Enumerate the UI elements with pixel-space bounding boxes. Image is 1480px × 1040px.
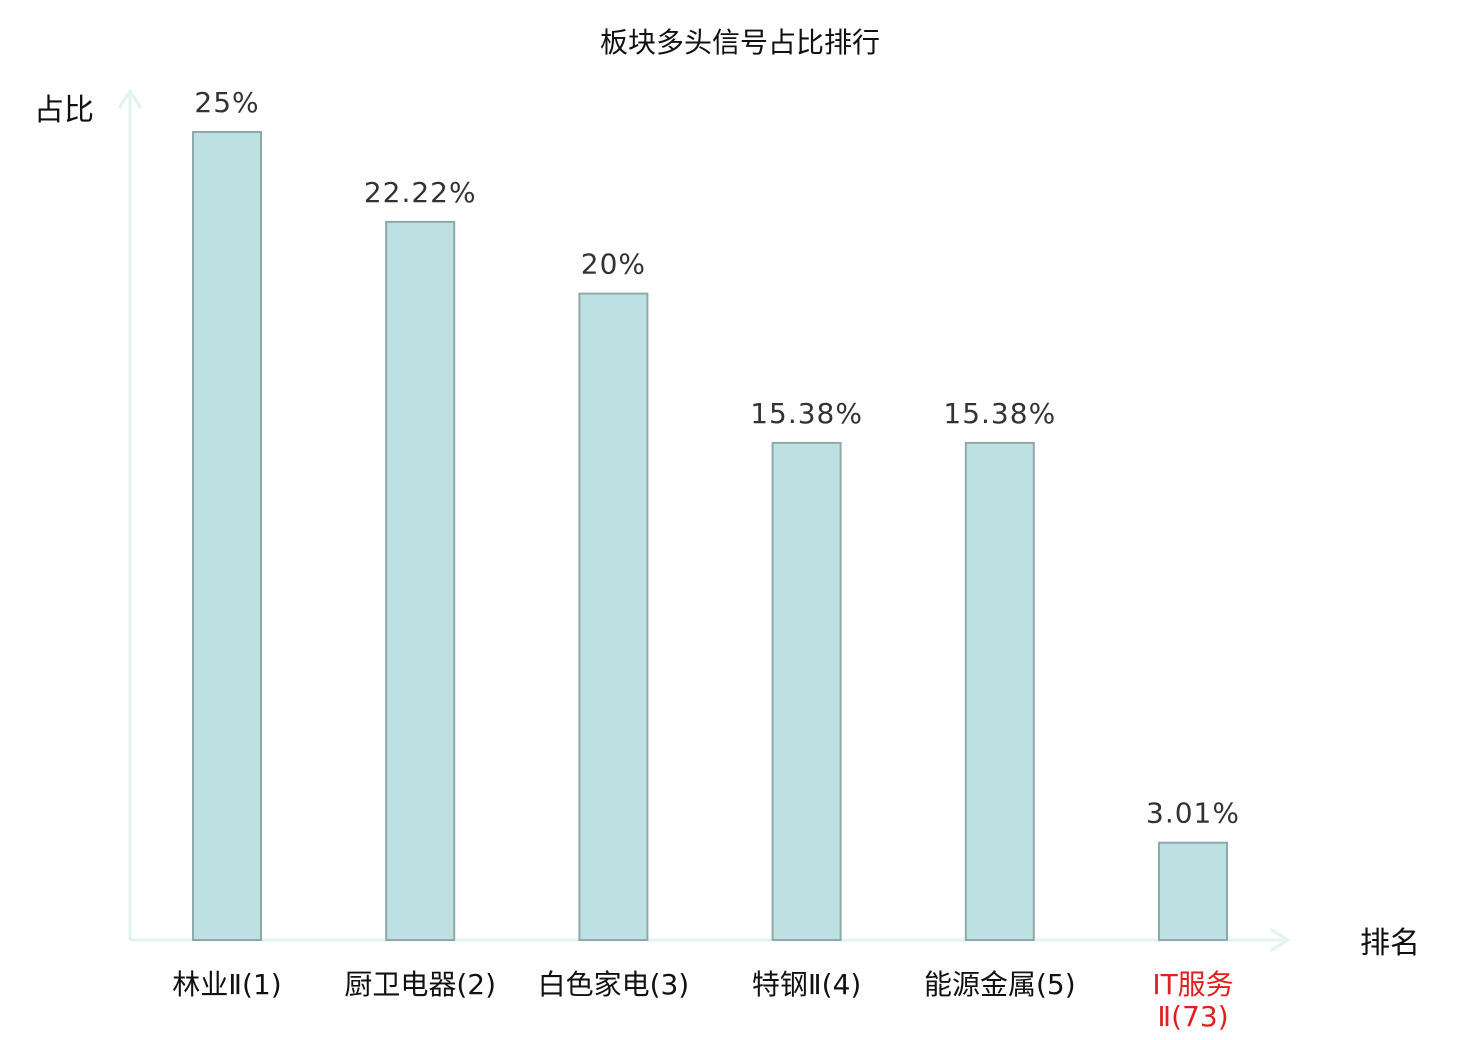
data-label: 3.01%	[1146, 797, 1240, 830]
bar-series	[192, 131, 1228, 942]
x-tick-label: 白色家电(3)	[538, 968, 690, 1001]
bar	[578, 292, 649, 941]
data-label: 22.22%	[364, 176, 477, 209]
data-label: 25%	[194, 86, 259, 119]
data-label: 15.38%	[943, 397, 1056, 430]
category-labels: 林业Ⅱ(1) 厨卫电器(2) 白色家电(3) 特钢Ⅱ(4) 能源金属(5) IT服务 Ⅱ(7…	[172, 968, 1233, 1033]
bar	[771, 441, 842, 941]
x-tick-label: 特钢Ⅱ(4)	[752, 968, 861, 1001]
x-tick-label: IT服务 Ⅱ(73)	[1152, 968, 1233, 1033]
x-axis-arrow	[1269, 927, 1291, 953]
y-axis-label: 占比	[34, 93, 94, 128]
data-label: 15.38%	[750, 397, 863, 430]
bar	[192, 131, 262, 942]
y-axis-arrow	[117, 88, 143, 109]
axes	[117, 88, 1291, 953]
bar	[1158, 841, 1228, 941]
chart-title: 板块多头信号占比排行	[600, 26, 880, 59]
x-tick-label: 林业Ⅱ(1)	[172, 968, 281, 1001]
x-axis-label: 排名	[1360, 926, 1420, 961]
x-tick-label: 能源金属(5)	[924, 968, 1076, 1001]
data-label: 20%	[581, 248, 646, 281]
x-tick-label: 厨卫电器(2)	[344, 968, 496, 1001]
bar	[385, 220, 456, 942]
bar	[964, 441, 1035, 941]
value-labels: 25% 22.22% 20% 15.38% 15.38% 3.01%	[194, 86, 1240, 830]
